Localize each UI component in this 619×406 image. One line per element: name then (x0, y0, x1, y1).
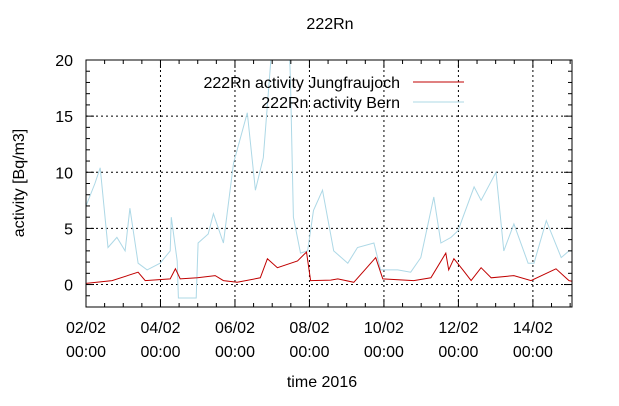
x-tick-label: 12/02 (438, 320, 478, 337)
x-tick-label: 14/02 (513, 320, 553, 337)
x-tick-label: 02/02 (66, 320, 106, 337)
x-tick-label: 00:00 (364, 344, 404, 361)
y-tick-label: 5 (64, 221, 73, 238)
series-line-bern (86, 60, 572, 299)
y-tick-label: 0 (64, 278, 73, 295)
y-tick-label: 15 (55, 109, 73, 126)
x-tick-label: 00:00 (66, 344, 106, 361)
x-axis-label: time 2016 (287, 374, 357, 391)
y-tick-label: 10 (55, 165, 73, 182)
legend-label: 222Rn activity Jungfraujoch (203, 75, 400, 92)
y-axis-label: activity [Bq/m3] (11, 129, 28, 237)
x-tick-label: 00:00 (215, 344, 255, 361)
x-tick-label: 00:00 (513, 344, 553, 361)
x-tick-label: 06/02 (215, 320, 255, 337)
x-tick-label: 00:00 (438, 344, 478, 361)
chart-title: 222Rn (306, 16, 353, 33)
legend: 222Rn activity Jungfraujoch 222Rn activit… (203, 75, 464, 112)
series-line-jungfraujoch (86, 250, 572, 284)
x-tick-label: 10/02 (364, 320, 404, 337)
x-tick-label: 00:00 (140, 344, 180, 361)
x-tick-label: 00:00 (289, 344, 329, 361)
x-tick-label: 08/02 (289, 320, 329, 337)
x-tick-label: 04/02 (140, 320, 180, 337)
legend-label: 222Rn activity Bern (261, 95, 400, 112)
y-tick-label: 20 (55, 53, 73, 70)
